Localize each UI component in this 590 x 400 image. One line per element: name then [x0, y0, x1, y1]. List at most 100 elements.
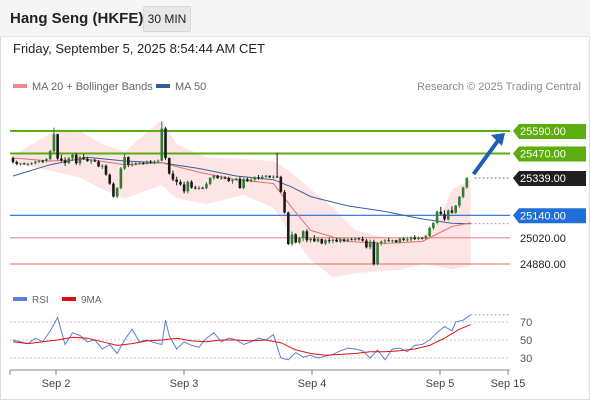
candle-body: [119, 168, 123, 189]
candle-body: [156, 160, 160, 162]
candle-body: [443, 214, 446, 220]
ma20-line: [12, 157, 471, 244]
candle-body: [379, 241, 383, 244]
candle-body: [327, 240, 331, 242]
candle-body: [439, 211, 443, 215]
candle-body: [301, 231, 305, 238]
candle-body: [424, 236, 428, 239]
level-tag: [513, 208, 586, 224]
x-axis: Sep 2 Sep 3 Sep 4 Sep 5 Sep 15: [9, 369, 525, 390]
candle-body: [193, 187, 197, 189]
rsi-tick-label: 30: [520, 353, 532, 365]
x-tick-label: Sep 2: [42, 378, 71, 390]
candle-body: [309, 238, 312, 241]
candle-body: [458, 196, 461, 206]
candle-body: [56, 134, 59, 159]
candle-body: [387, 240, 391, 242]
candle-body: [391, 240, 394, 242]
candle-body: [22, 163, 26, 165]
candle-body: [376, 243, 379, 264]
candle-body: [26, 163, 30, 165]
candle-body: [179, 181, 182, 185]
candle-body: [242, 179, 245, 188]
candle-body: [313, 238, 316, 242]
candle-body: [37, 160, 41, 162]
candle-body: [454, 205, 457, 213]
moving-averages: [12, 156, 471, 244]
rsi-9ma-legend-swatch: [62, 297, 76, 301]
candle-body: [365, 240, 368, 248]
candle-body: [115, 188, 119, 197]
candle-body: [275, 176, 279, 178]
candle-body: [160, 128, 164, 161]
candle-body: [223, 177, 227, 179]
candle-body: [305, 231, 309, 241]
instrument-title: Hang Seng (HKFE): [10, 10, 144, 27]
candle-body: [331, 239, 335, 241]
level-label: 25339.00: [520, 173, 566, 185]
candle-body: [368, 241, 372, 248]
rsi-tick-label: 50: [520, 335, 532, 347]
candle-body: [409, 237, 413, 240]
rsi-9ma-line: [12, 324, 471, 356]
candle-body: [134, 163, 138, 165]
candle-body: [201, 187, 205, 189]
candle-body: [63, 160, 67, 164]
candle-body: [205, 183, 208, 189]
candle-body: [112, 183, 115, 197]
candles: [11, 121, 469, 266]
candle-body: [208, 177, 212, 184]
candle-body: [350, 239, 353, 241]
timeframe-button[interactable]: 30 MIN: [143, 6, 191, 32]
ma50-line: [12, 156, 471, 225]
candle-body: [435, 211, 439, 223]
candle-body: [353, 238, 357, 240]
candle-body: [346, 239, 350, 242]
candle-body: [220, 177, 223, 179]
candle-body: [342, 239, 346, 242]
x-tick-label: Sep 4: [298, 378, 327, 390]
candle-body: [446, 210, 450, 220]
candle-body: [123, 157, 126, 169]
candle-body: [420, 237, 424, 239]
candle-body: [260, 176, 264, 179]
candle-body: [67, 158, 71, 164]
rsi-panel: 30 50 70: [10, 314, 532, 365]
candle-body: [279, 176, 283, 192]
candle-body: [264, 175, 268, 177]
projection-arrow-shaft: [471, 136, 502, 176]
candle-body: [186, 181, 190, 192]
candle-body: [372, 241, 376, 264]
candle-body: [465, 178, 469, 188]
level-label: 25140.00: [520, 210, 566, 222]
level-label: 25020.00: [520, 233, 566, 245]
candle-body: [71, 154, 74, 159]
rsi-legend-label: RSI: [32, 295, 49, 306]
candle-body: [86, 158, 89, 162]
credit-text: Research © 2025 Trading Central: [417, 81, 581, 93]
report-datetime: Friday, September 5, 2025 8:54:44 AM CET: [13, 41, 265, 56]
candle-body: [190, 181, 193, 188]
x-tick-label: Sep 5: [426, 378, 455, 390]
bollinger-band-area: [13, 119, 471, 278]
candle-body: [398, 238, 402, 243]
candle-body: [15, 162, 19, 164]
candle-body: [82, 157, 85, 159]
ma50-legend-label: MA 50: [175, 81, 206, 93]
candle-body: [402, 238, 405, 240]
candle-body: [127, 157, 130, 165]
level-tag: [513, 146, 586, 162]
projection-arrowhead: [491, 133, 505, 146]
candle-body: [417, 237, 420, 240]
candle-body: [171, 173, 175, 180]
rsi-tick-label: 70: [520, 317, 532, 329]
rsi-legend-swatch: [13, 297, 27, 301]
candle-body: [246, 179, 249, 182]
candle-body: [249, 179, 253, 182]
candle-body: [60, 158, 63, 161]
candle-body: [257, 177, 260, 179]
candle-body: [339, 239, 342, 242]
candle-body: [432, 222, 435, 228]
projection: [471, 133, 505, 176]
